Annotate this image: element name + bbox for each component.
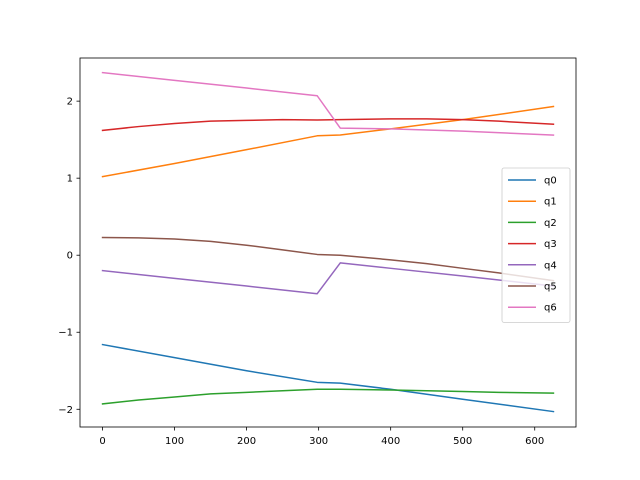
legend-label-q3: q3: [544, 239, 557, 250]
series-line-q3: [101, 118, 555, 132]
x-tick-label: 300: [309, 436, 328, 447]
series-line-q5: [101, 236, 555, 282]
legend-label-q1: q1: [544, 197, 557, 208]
x-tick-label: 100: [165, 436, 184, 447]
plot-lines: [101, 71, 555, 413]
series-line-q0: [101, 343, 555, 413]
legend-label-q2: q2: [544, 218, 557, 229]
x-tick-label: 200: [237, 436, 256, 447]
plot-frame: [79, 57, 577, 428]
legend: q0 q1 q2 q3 q4 q5 q6: [501, 167, 571, 323]
x-tick-label: 500: [453, 436, 472, 447]
series-line-q2: [101, 388, 555, 405]
y-axis: −2 −1 0 1 2: [58, 97, 80, 416]
x-tick-label: 400: [381, 436, 400, 447]
legend-label-q4: q4: [544, 260, 557, 271]
y-tick-label: 1: [67, 174, 73, 185]
x-axis: 0 100 200 300 400 500 600: [99, 427, 544, 447]
legend-label-q5: q5: [544, 282, 557, 293]
y-tick-label: −1: [58, 328, 73, 339]
series-line-q4: [101, 262, 555, 295]
x-tick-label: 600: [525, 436, 544, 447]
legend-box: [501, 167, 571, 323]
legend-label-q6: q6: [544, 303, 557, 314]
legend-label-q0: q0: [544, 176, 557, 187]
series-line-q6: [101, 71, 555, 136]
y-tick-label: −2: [58, 405, 73, 416]
series-line-q1: [101, 105, 555, 178]
y-tick-label: 2: [67, 97, 73, 108]
x-tick-label: 0: [99, 436, 105, 447]
y-tick-label: 0: [67, 251, 73, 262]
